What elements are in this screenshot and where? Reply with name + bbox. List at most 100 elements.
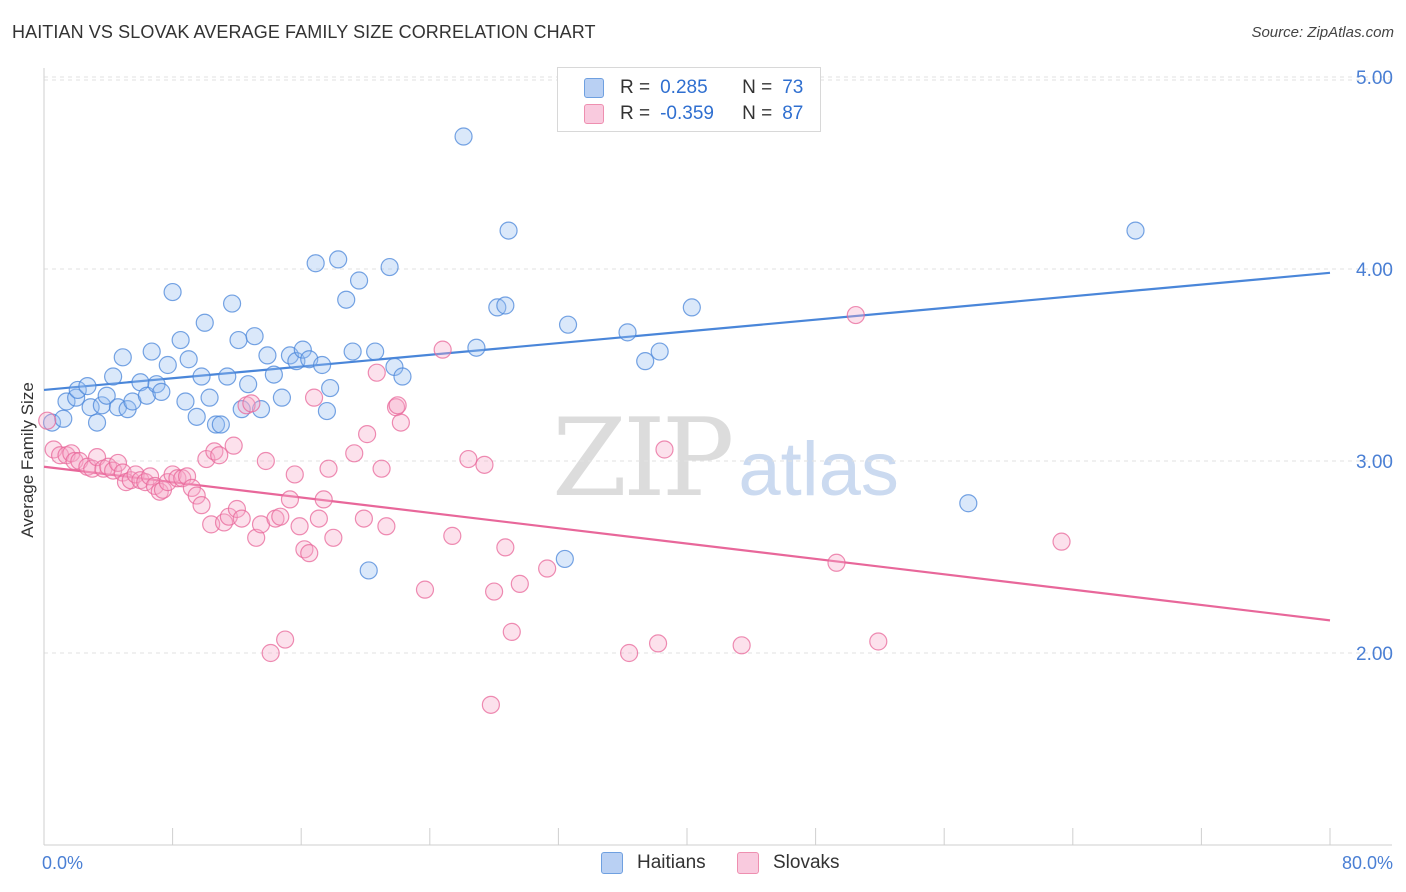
legend-item-slovaks[interactable]: Slovaks — [737, 852, 840, 874]
point-haitians — [78, 377, 97, 396]
point-slovaks — [261, 643, 280, 663]
point-slovaks — [391, 413, 410, 432]
chart-title: HAITIAN VS SLOVAK AVERAGE FAMILY SIZE CO… — [12, 22, 596, 42]
axes — [43, 68, 1392, 846]
point-haitians — [206, 415, 226, 434]
point-slovaks — [358, 425, 377, 444]
point-haitians — [104, 367, 123, 386]
point-slovaks — [227, 499, 246, 519]
point-haitians — [618, 323, 637, 342]
point-slovaks — [304, 388, 324, 407]
point-haitians — [222, 294, 242, 313]
point-slovaks — [846, 305, 865, 325]
point-haitians — [380, 257, 399, 277]
legend-n-value: 73 — [782, 77, 804, 98]
point-slovaks — [210, 446, 229, 465]
point-haitians — [113, 348, 132, 367]
point-slovaks — [276, 630, 295, 649]
point-haitians — [393, 367, 412, 386]
point-slovaks — [247, 528, 266, 547]
point-haitians — [359, 561, 378, 580]
point-haitians — [321, 378, 340, 398]
legend-n-label: N = — [742, 77, 773, 98]
point-haitians — [251, 400, 271, 419]
point-haitians — [650, 342, 669, 361]
point-haitians — [682, 298, 701, 317]
gridlines — [44, 76, 1392, 654]
point-slovaks — [648, 634, 668, 653]
point-haitians — [467, 338, 486, 357]
point-slovaks — [280, 490, 300, 509]
point-slovaks — [481, 695, 500, 714]
point-slovaks — [502, 622, 521, 641]
point-haitians — [187, 407, 206, 426]
point-slovaks — [232, 509, 251, 528]
point-haitians — [239, 375, 258, 394]
point-haitians — [264, 365, 283, 384]
point-haitians — [54, 409, 73, 428]
point-haitians — [245, 327, 264, 346]
legend-row-slovaks: R = -0.359 N = 87 — [584, 102, 803, 126]
point-slovaks — [271, 507, 290, 526]
tick-labels: 2.00 3.00 4.00 5.00 0.0% 80.0% — [42, 68, 1393, 873]
point-slovaks — [377, 517, 396, 536]
point-haitians — [211, 415, 230, 434]
point-slovaks — [485, 582, 504, 601]
point-slovaks — [309, 509, 328, 528]
legend-r-label: R = — [620, 77, 651, 98]
point-haitians — [293, 340, 312, 359]
point-slovaks — [136, 473, 155, 492]
legend-swatch-slovaks — [737, 852, 759, 874]
point-haitians — [1126, 221, 1145, 240]
point-slovaks — [354, 509, 373, 528]
point-slovaks — [367, 363, 386, 382]
point-haitians — [329, 250, 348, 269]
point-haitians — [317, 401, 337, 421]
point-haitians — [152, 382, 171, 401]
point-haitians — [366, 342, 385, 361]
point-haitians — [92, 396, 111, 415]
point-haitians — [349, 271, 369, 290]
watermark: ZIP atlas — [552, 395, 899, 521]
point-slovaks — [827, 553, 846, 572]
point-haitians — [142, 342, 161, 361]
point-slovaks — [187, 486, 206, 505]
legend-label-slovaks: Slovaks — [773, 852, 840, 873]
trend-line-slovaks — [43, 465, 1331, 622]
stats-legend: R = 0.285 N = 73 R = -0.359 N = 87 — [557, 67, 821, 132]
point-haitians — [454, 127, 473, 146]
point-haitians — [258, 346, 277, 365]
x-tick-label: 0.0% — [42, 853, 83, 873]
point-slovaks — [459, 449, 478, 469]
point-haitians — [555, 549, 574, 569]
legend-n-label: N = — [742, 103, 773, 124]
point-slovaks — [433, 340, 452, 359]
point-slovaks — [214, 513, 234, 532]
point-slovaks — [732, 636, 751, 655]
point-haitians — [67, 388, 86, 407]
legend-swatch-haitians — [584, 78, 604, 98]
point-haitians — [57, 392, 76, 411]
point-haitians — [68, 380, 87, 400]
trend-lines — [43, 271, 1331, 622]
point-slovaks — [285, 465, 304, 484]
point-haitians — [272, 388, 292, 407]
point-haitians — [499, 221, 518, 240]
point-haitians — [959, 494, 978, 513]
point-haitians — [163, 282, 182, 302]
legend-r-value: -0.359 — [660, 103, 714, 124]
point-haitians — [97, 386, 116, 405]
point-slovaks — [108, 453, 128, 473]
point-haitians — [558, 315, 578, 334]
point-haitians — [87, 413, 107, 432]
point-haitians — [171, 330, 190, 350]
point-slovaks — [319, 459, 338, 478]
point-haitians — [81, 398, 100, 417]
point-slovaks — [300, 544, 319, 563]
point-haitians — [192, 367, 211, 386]
point-slovaks — [256, 451, 275, 471]
source-credit: Source: ZipAtlas.com — [1251, 24, 1394, 41]
legend-item-haitians[interactable]: Haitians — [601, 852, 706, 874]
point-slovaks — [126, 465, 145, 484]
